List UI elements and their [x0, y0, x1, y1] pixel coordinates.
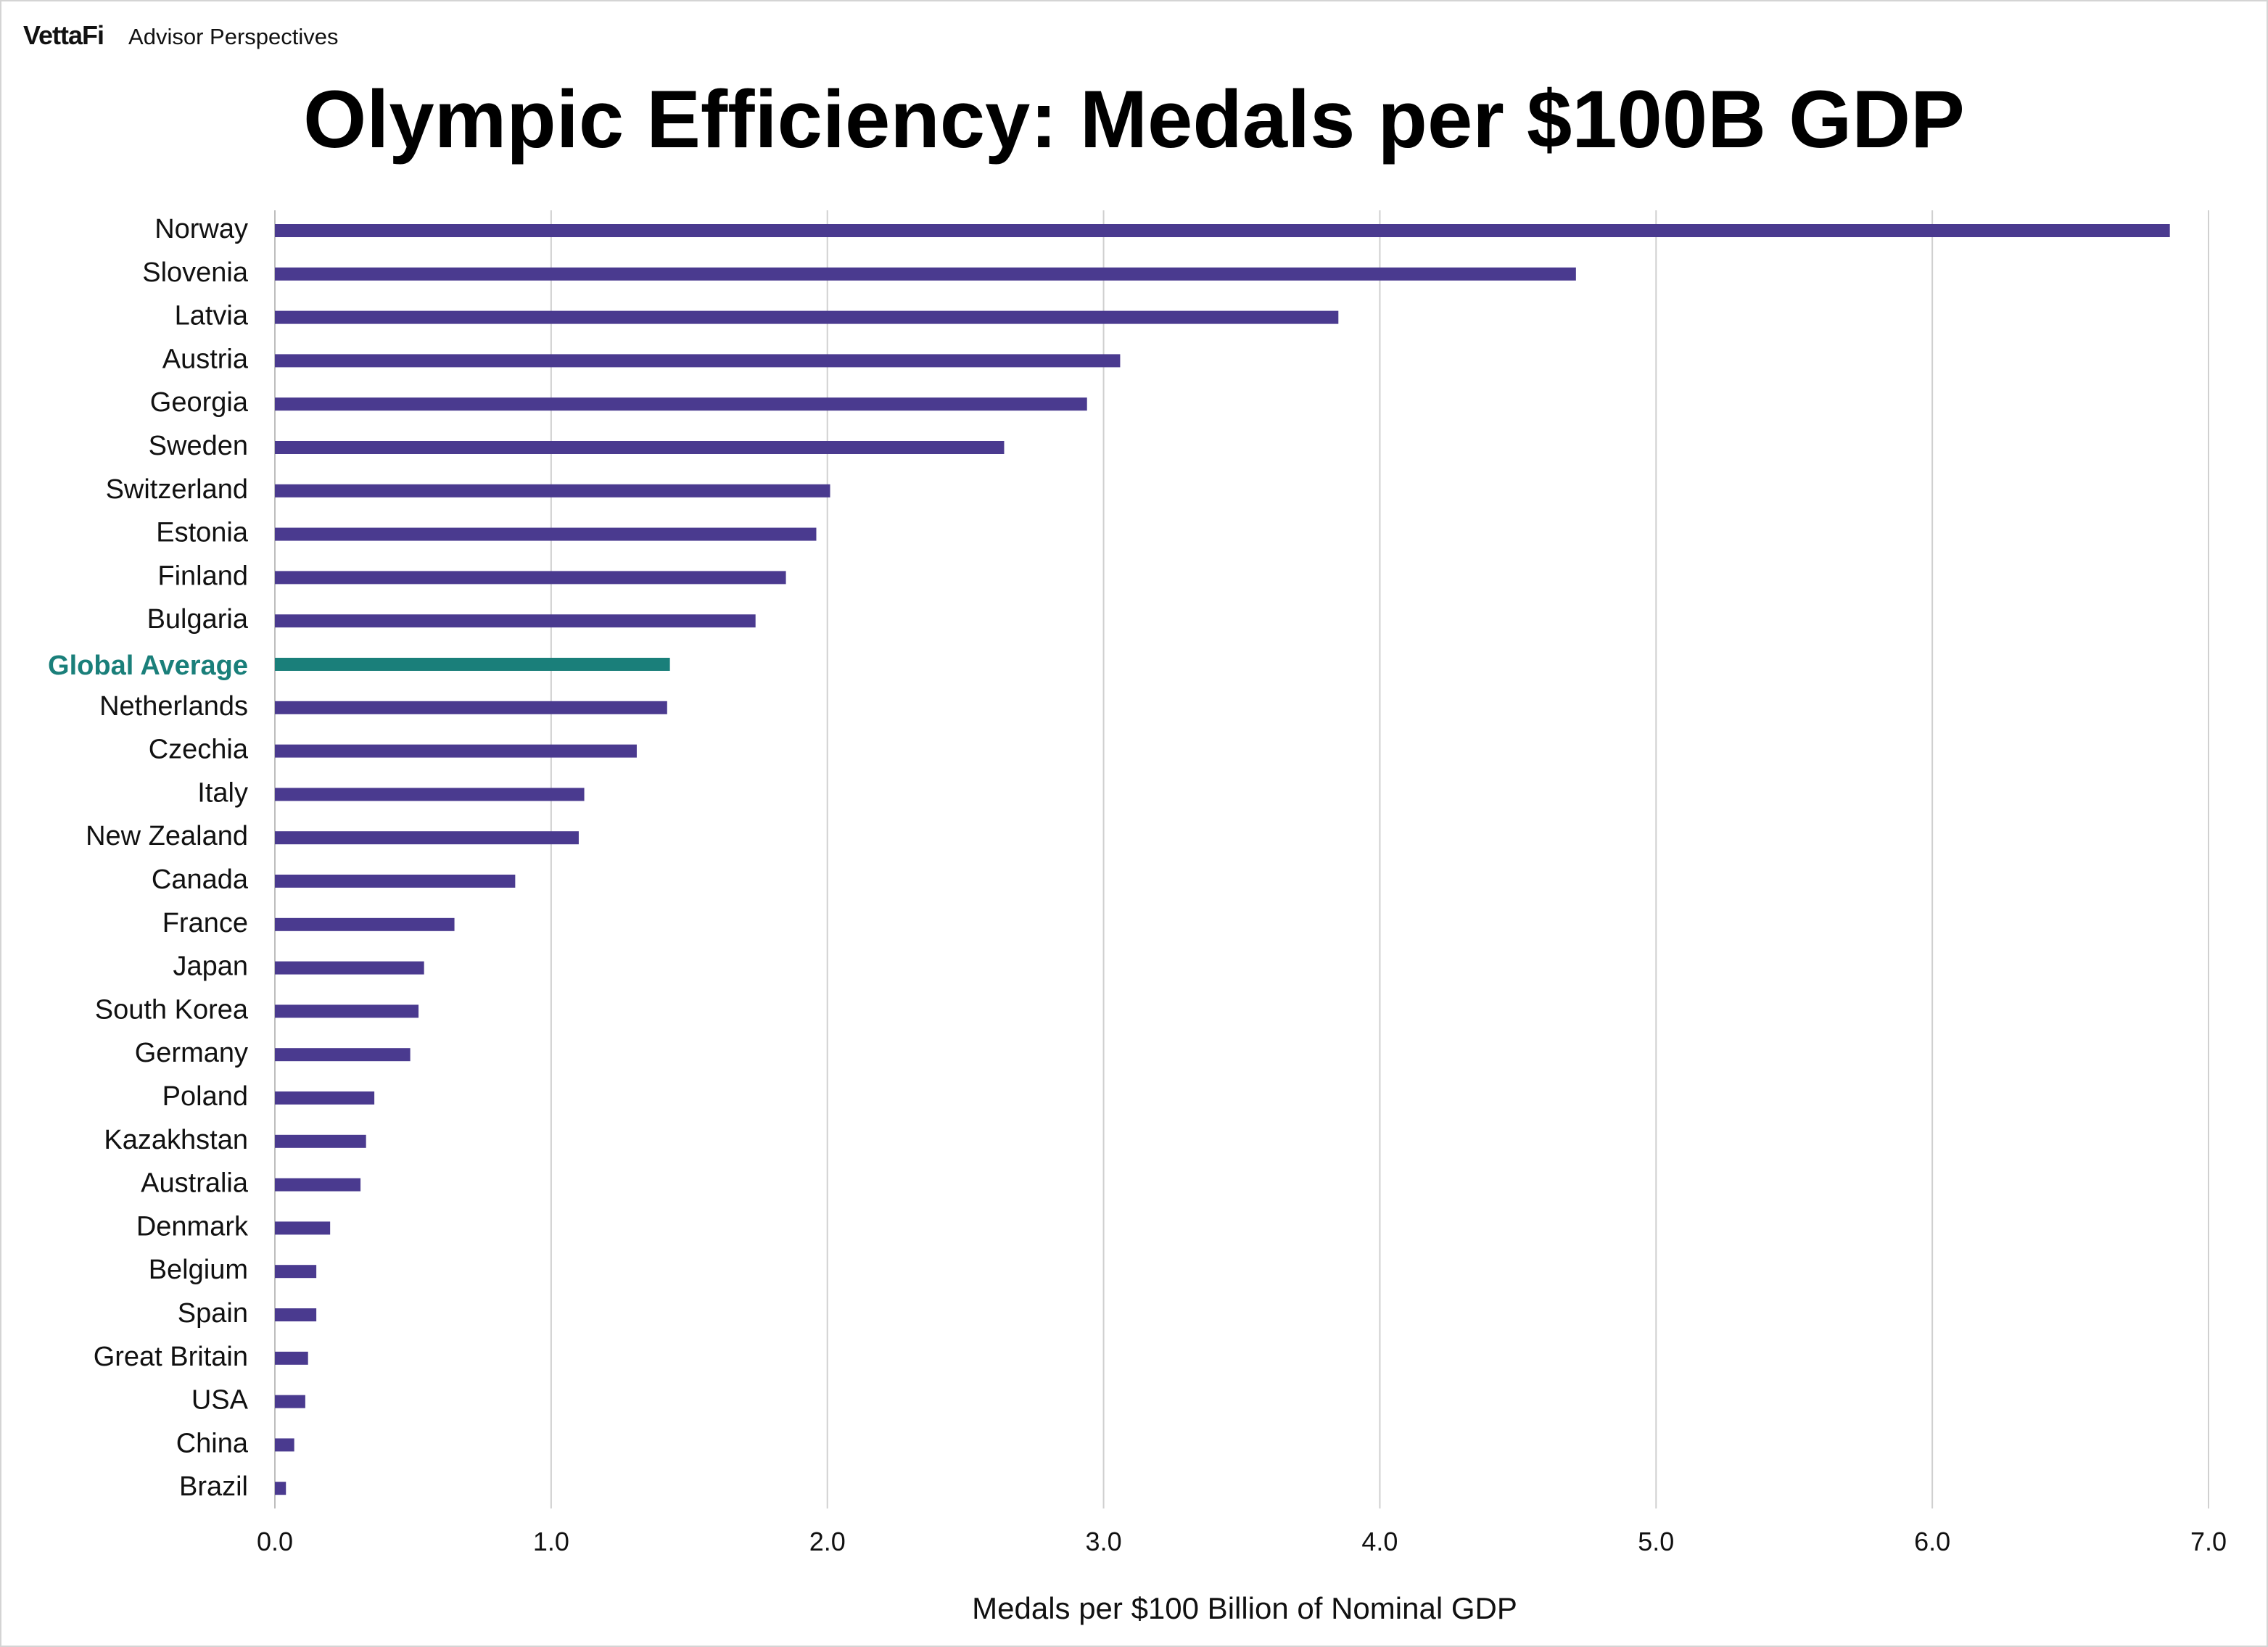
bar-czechia [275, 744, 637, 758]
bar-austria [275, 354, 1121, 368]
x-tick-label: 0.0 [257, 1527, 293, 1556]
bar-new-zealand [275, 831, 579, 845]
category-label: Estonia [156, 518, 249, 548]
bar-global-average [275, 658, 670, 671]
bar-slovenia [275, 267, 1576, 281]
category-label: USA [191, 1385, 249, 1416]
bar-sweden [275, 441, 1005, 454]
bar-georgia [275, 397, 1087, 411]
x-tick-labels: 0.0 1.0 2.0 3.0 4.0 5.0 6.0 7.0 [257, 1527, 2227, 1556]
vettafi-logo: VettaFi [23, 20, 104, 50]
category-label: Great Britain [94, 1342, 248, 1372]
bar-estonia [275, 527, 817, 541]
category-label: Austria [162, 344, 249, 374]
category-label: Kazakhstan [104, 1125, 248, 1155]
category-label: Australia [141, 1168, 249, 1199]
x-tick-label: 5.0 [1638, 1527, 1674, 1556]
category-label: Japan [173, 952, 248, 982]
brand: VettaFi Advisor Perspectives [23, 20, 339, 51]
category-label: Finland [157, 561, 248, 591]
bar-japan [275, 961, 424, 975]
category-label: Global Average [48, 651, 248, 681]
category-label: Belgium [149, 1255, 248, 1285]
bar-spain [275, 1308, 317, 1321]
x-tick-label: 7.0 [2190, 1527, 2227, 1556]
bar-switzerland [275, 484, 830, 498]
category-label: Canada [152, 864, 249, 895]
x-tick-label: 4.0 [1361, 1527, 1398, 1556]
category-label: China [176, 1428, 249, 1458]
bar-norway [275, 224, 2170, 237]
category-label: Italy [197, 777, 248, 808]
category-labels: Norway Slovenia Latvia Austria Georgia Sweden… [48, 214, 249, 1502]
bar-finland [275, 571, 786, 585]
bar-bulgaria [275, 614, 756, 628]
bar-denmark [275, 1221, 331, 1235]
x-axis-label: Medals per $100 Billion of Nominal GDP [972, 1591, 1517, 1625]
bar-canada [275, 875, 516, 888]
bar-australia [275, 1178, 361, 1192]
bar-netherlands [275, 701, 667, 714]
x-tick-label: 6.0 [1914, 1527, 1950, 1556]
category-label: Norway [154, 214, 248, 244]
category-label: South Korea [95, 994, 249, 1025]
x-tick-label: 2.0 [809, 1527, 846, 1556]
bar-brazil [275, 1482, 286, 1495]
bar-belgium [275, 1265, 317, 1279]
category-label: Switzerland [106, 474, 248, 505]
category-label: Sweden [149, 431, 248, 461]
bar-germany [275, 1048, 411, 1062]
bar-china [275, 1438, 294, 1452]
category-label: Bulgaria [147, 604, 249, 635]
bar-italy [275, 788, 585, 801]
chart-title: Olympic Efficiency: Medals per $100B GDP [303, 74, 1965, 165]
category-label: Brazil [179, 1471, 248, 1502]
gridlines [274, 210, 2209, 1508]
category-label: France [162, 908, 248, 938]
category-label: Slovenia [142, 257, 249, 288]
bar-france [275, 917, 455, 931]
category-label: Latvia [175, 301, 249, 331]
category-label: Denmark [136, 1211, 249, 1242]
category-label: Spain [178, 1298, 248, 1329]
bar-south-korea [275, 1004, 419, 1018]
bars [275, 224, 2170, 1495]
category-label: Netherlands [99, 691, 248, 722]
brand-subtitle: Advisor Perspectives [128, 24, 339, 49]
x-tick-label: 1.0 [533, 1527, 569, 1556]
bar-poland [275, 1091, 375, 1105]
bar-latvia [275, 310, 1339, 324]
bar-kazakhstan [275, 1134, 366, 1148]
x-tick-label: 3.0 [1086, 1527, 1122, 1556]
category-label: Georgia [150, 387, 249, 418]
category-label: New Zealand [86, 821, 248, 851]
category-label: Poland [162, 1081, 248, 1112]
category-label: Czechia [149, 735, 249, 765]
category-label: Germany [135, 1038, 248, 1068]
bar-usa [275, 1395, 305, 1408]
bar-great-britain [275, 1351, 308, 1365]
